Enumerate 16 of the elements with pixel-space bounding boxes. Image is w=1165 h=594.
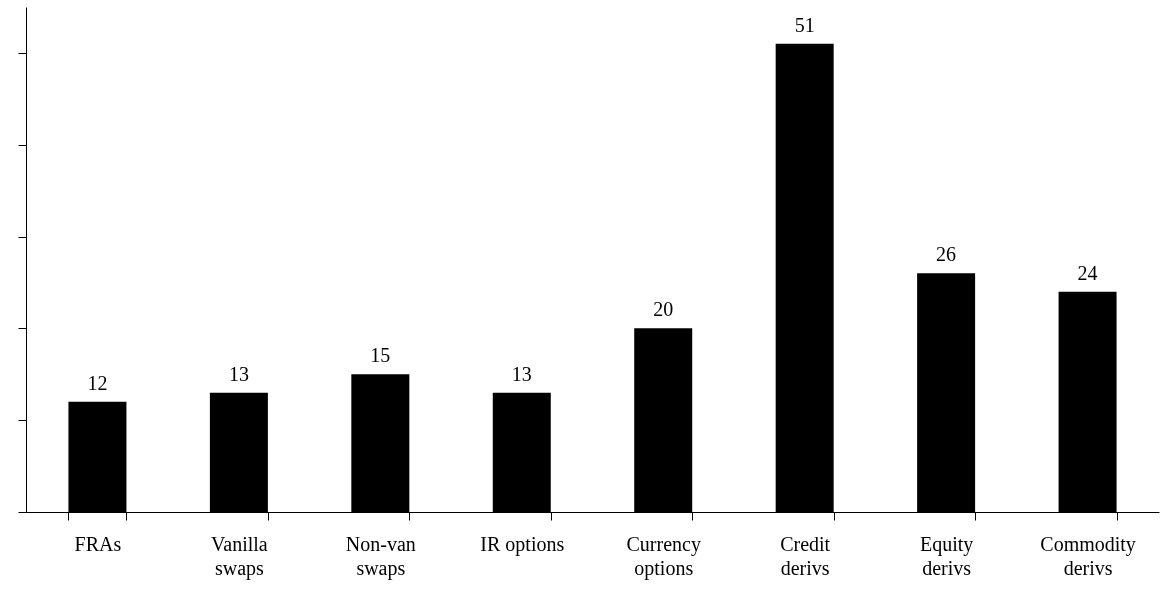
data-label: 24 xyxy=(1077,261,1098,284)
data-label: 12 xyxy=(87,371,108,394)
data-label: 13 xyxy=(228,362,249,385)
x-tick-label: Currency options xyxy=(626,532,701,580)
data-label: 26 xyxy=(936,243,957,266)
x-tick-label: Commodity derivs xyxy=(1040,532,1136,579)
data-label: 51 xyxy=(794,13,815,36)
data-label: 20 xyxy=(653,298,674,321)
data-label: 13 xyxy=(511,362,532,385)
x-tick-label: Non-van swaps xyxy=(345,532,416,580)
x-tick-label: FRAs xyxy=(74,532,122,555)
x-tick-label: IR options xyxy=(480,532,565,556)
data-label: 15 xyxy=(370,344,391,367)
x-tick-label: Credit derivs xyxy=(780,532,831,579)
x-tick-label: Equity derivs xyxy=(919,532,974,579)
x-tick-label: Vanilla swaps xyxy=(211,532,268,580)
